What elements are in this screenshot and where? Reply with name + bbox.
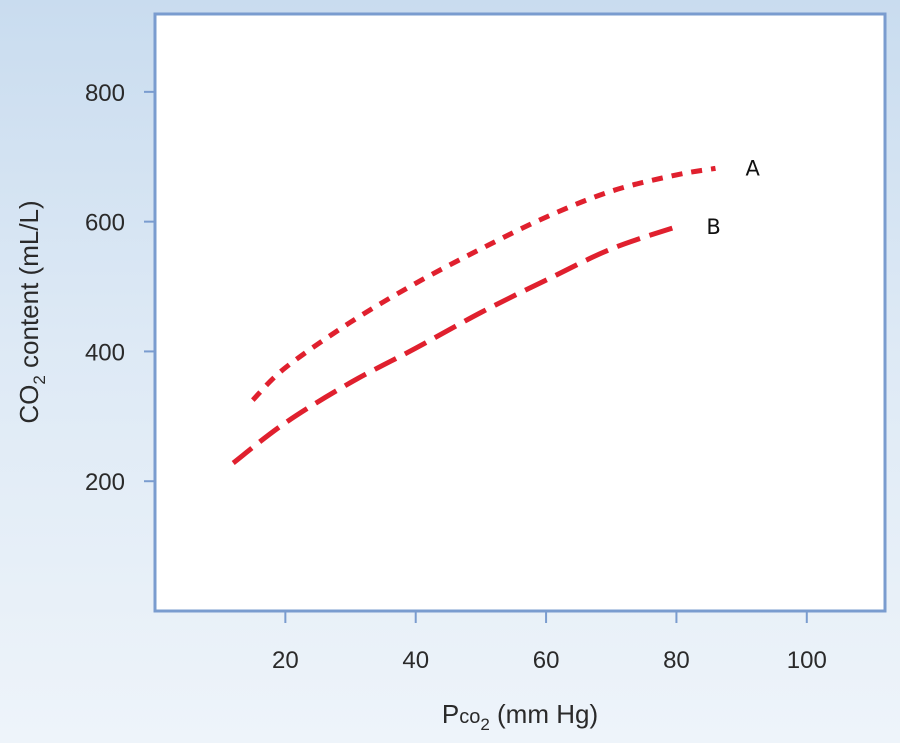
y-tick-label-800: 800 [85, 80, 125, 107]
series-layer: AB [231, 156, 761, 465]
x-axis-title: Pco2 (mm Hg) [442, 699, 598, 734]
y-tick-label-600: 600 [85, 210, 125, 237]
x-axis-title-unit: (mm Hg) [490, 699, 598, 729]
x-tick-label-80: 80 [663, 647, 690, 674]
y-tick-label-200: 200 [85, 469, 125, 496]
series-line-a [250, 165, 716, 402]
x-tick-label-20: 20 [272, 647, 299, 674]
x-tick-label-60: 60 [533, 647, 560, 674]
y-axis-title: CO2 content (mL/L) [14, 200, 49, 423]
y-tick-label-400: 400 [85, 339, 125, 366]
series-label-b: B [706, 215, 720, 239]
plot-area [153, 12, 887, 613]
y-axis-ticks: 200 400 600 800 [85, 80, 155, 496]
x-axis-title-main: P [442, 699, 459, 729]
series-line-b [231, 224, 678, 465]
x-axis-title-small: co [459, 706, 480, 728]
x-tick-label-100: 100 [787, 647, 827, 674]
x-axis-title-subscript: 2 [480, 715, 489, 734]
x-tick-label-40: 40 [402, 647, 429, 674]
y-axis-title-main: CO [14, 385, 44, 424]
x-axis-ticks: 20 40 60 80 100 [272, 611, 827, 674]
y-axis-title-rest: content (mL/L) [14, 200, 44, 375]
series-label-a: A [746, 156, 761, 180]
y-axis-title-subscript: 2 [30, 375, 49, 384]
